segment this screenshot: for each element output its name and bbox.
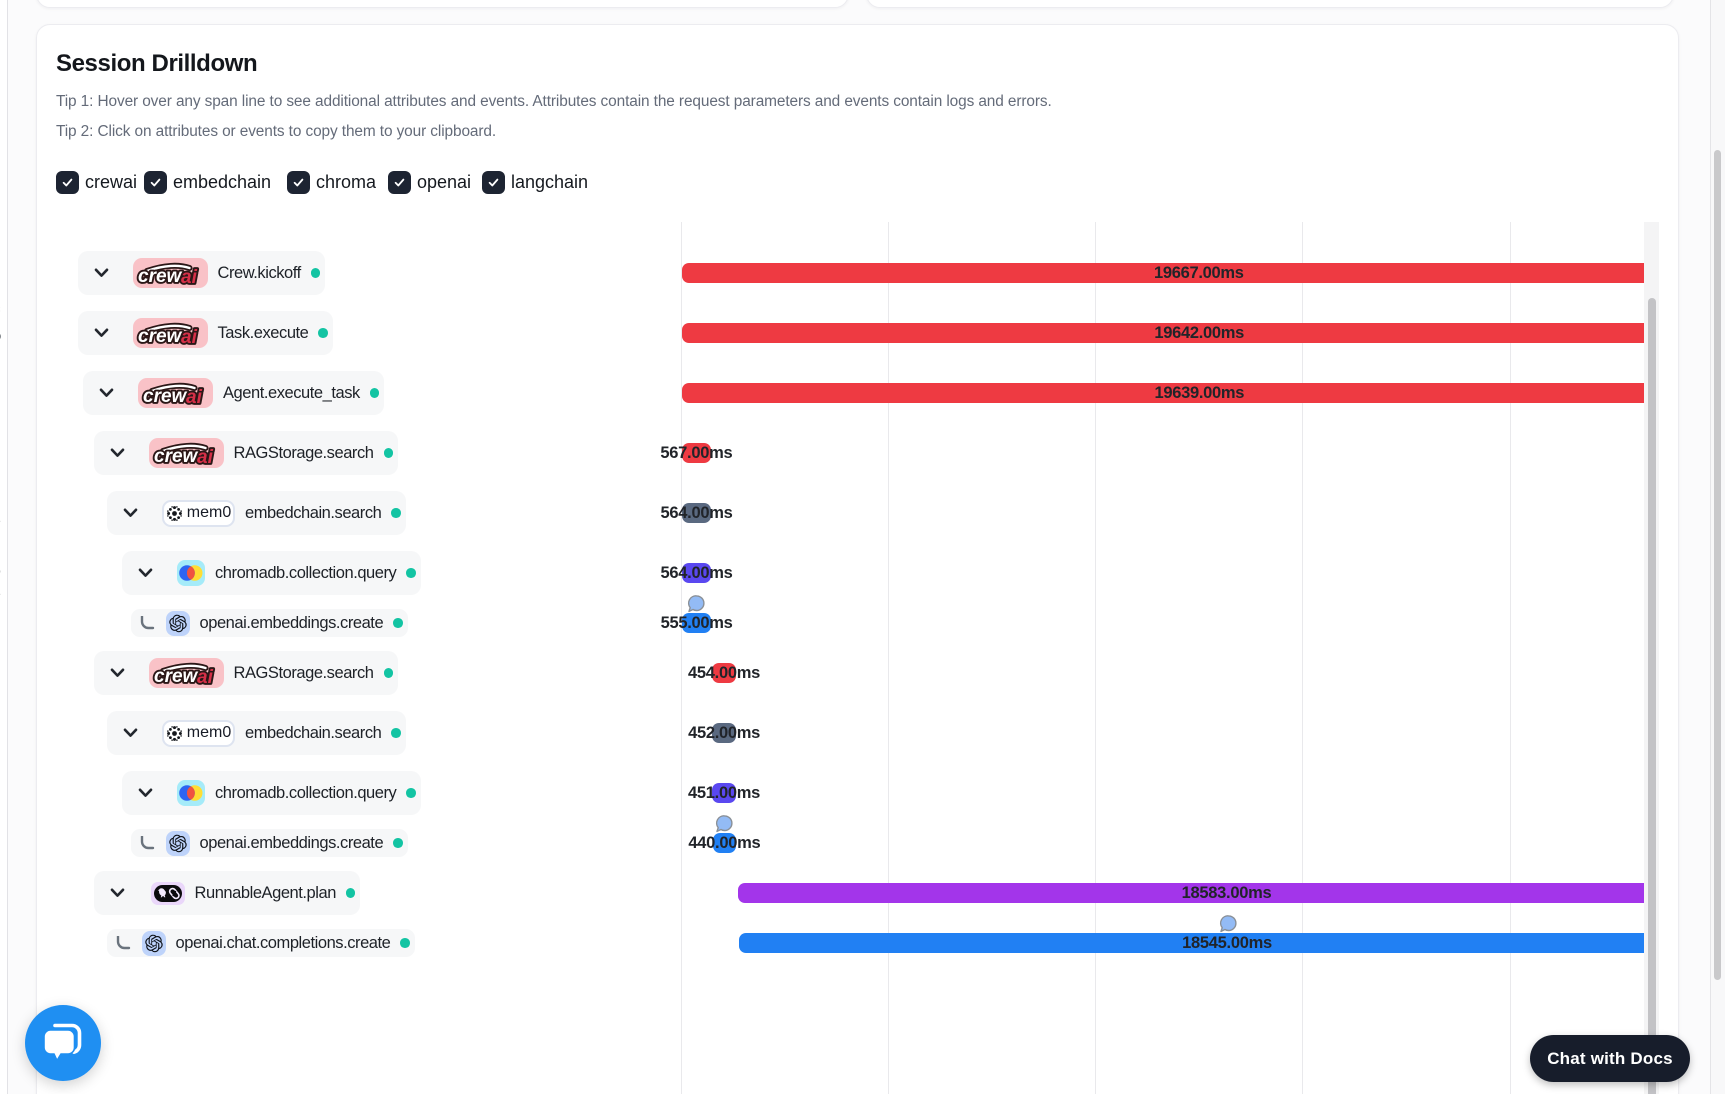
svg-text:ai: ai <box>197 667 214 688</box>
svg-text:crew: crew <box>138 266 183 287</box>
svg-text:crew: crew <box>138 326 183 347</box>
svg-text:crew: crew <box>154 446 199 467</box>
svg-text:ai: ai <box>181 327 198 348</box>
svg-text:ai: ai <box>197 447 214 468</box>
svg-text:ai: ai <box>186 387 203 408</box>
svg-text:o: o <box>0 328 1 343</box>
svg-text:crew: crew <box>154 666 199 687</box>
svg-text:o: o <box>0 564 1 578</box>
svg-text:c: c <box>0 301 1 316</box>
svg-text:ai: ai <box>181 267 198 288</box>
svg-text:e: e <box>0 587 1 601</box>
svg-text:e: e <box>0 514 1 528</box>
svg-text:n: n <box>0 539 1 553</box>
svg-text:crew: crew <box>143 386 188 407</box>
svg-text:s: s <box>0 1078 1 1093</box>
